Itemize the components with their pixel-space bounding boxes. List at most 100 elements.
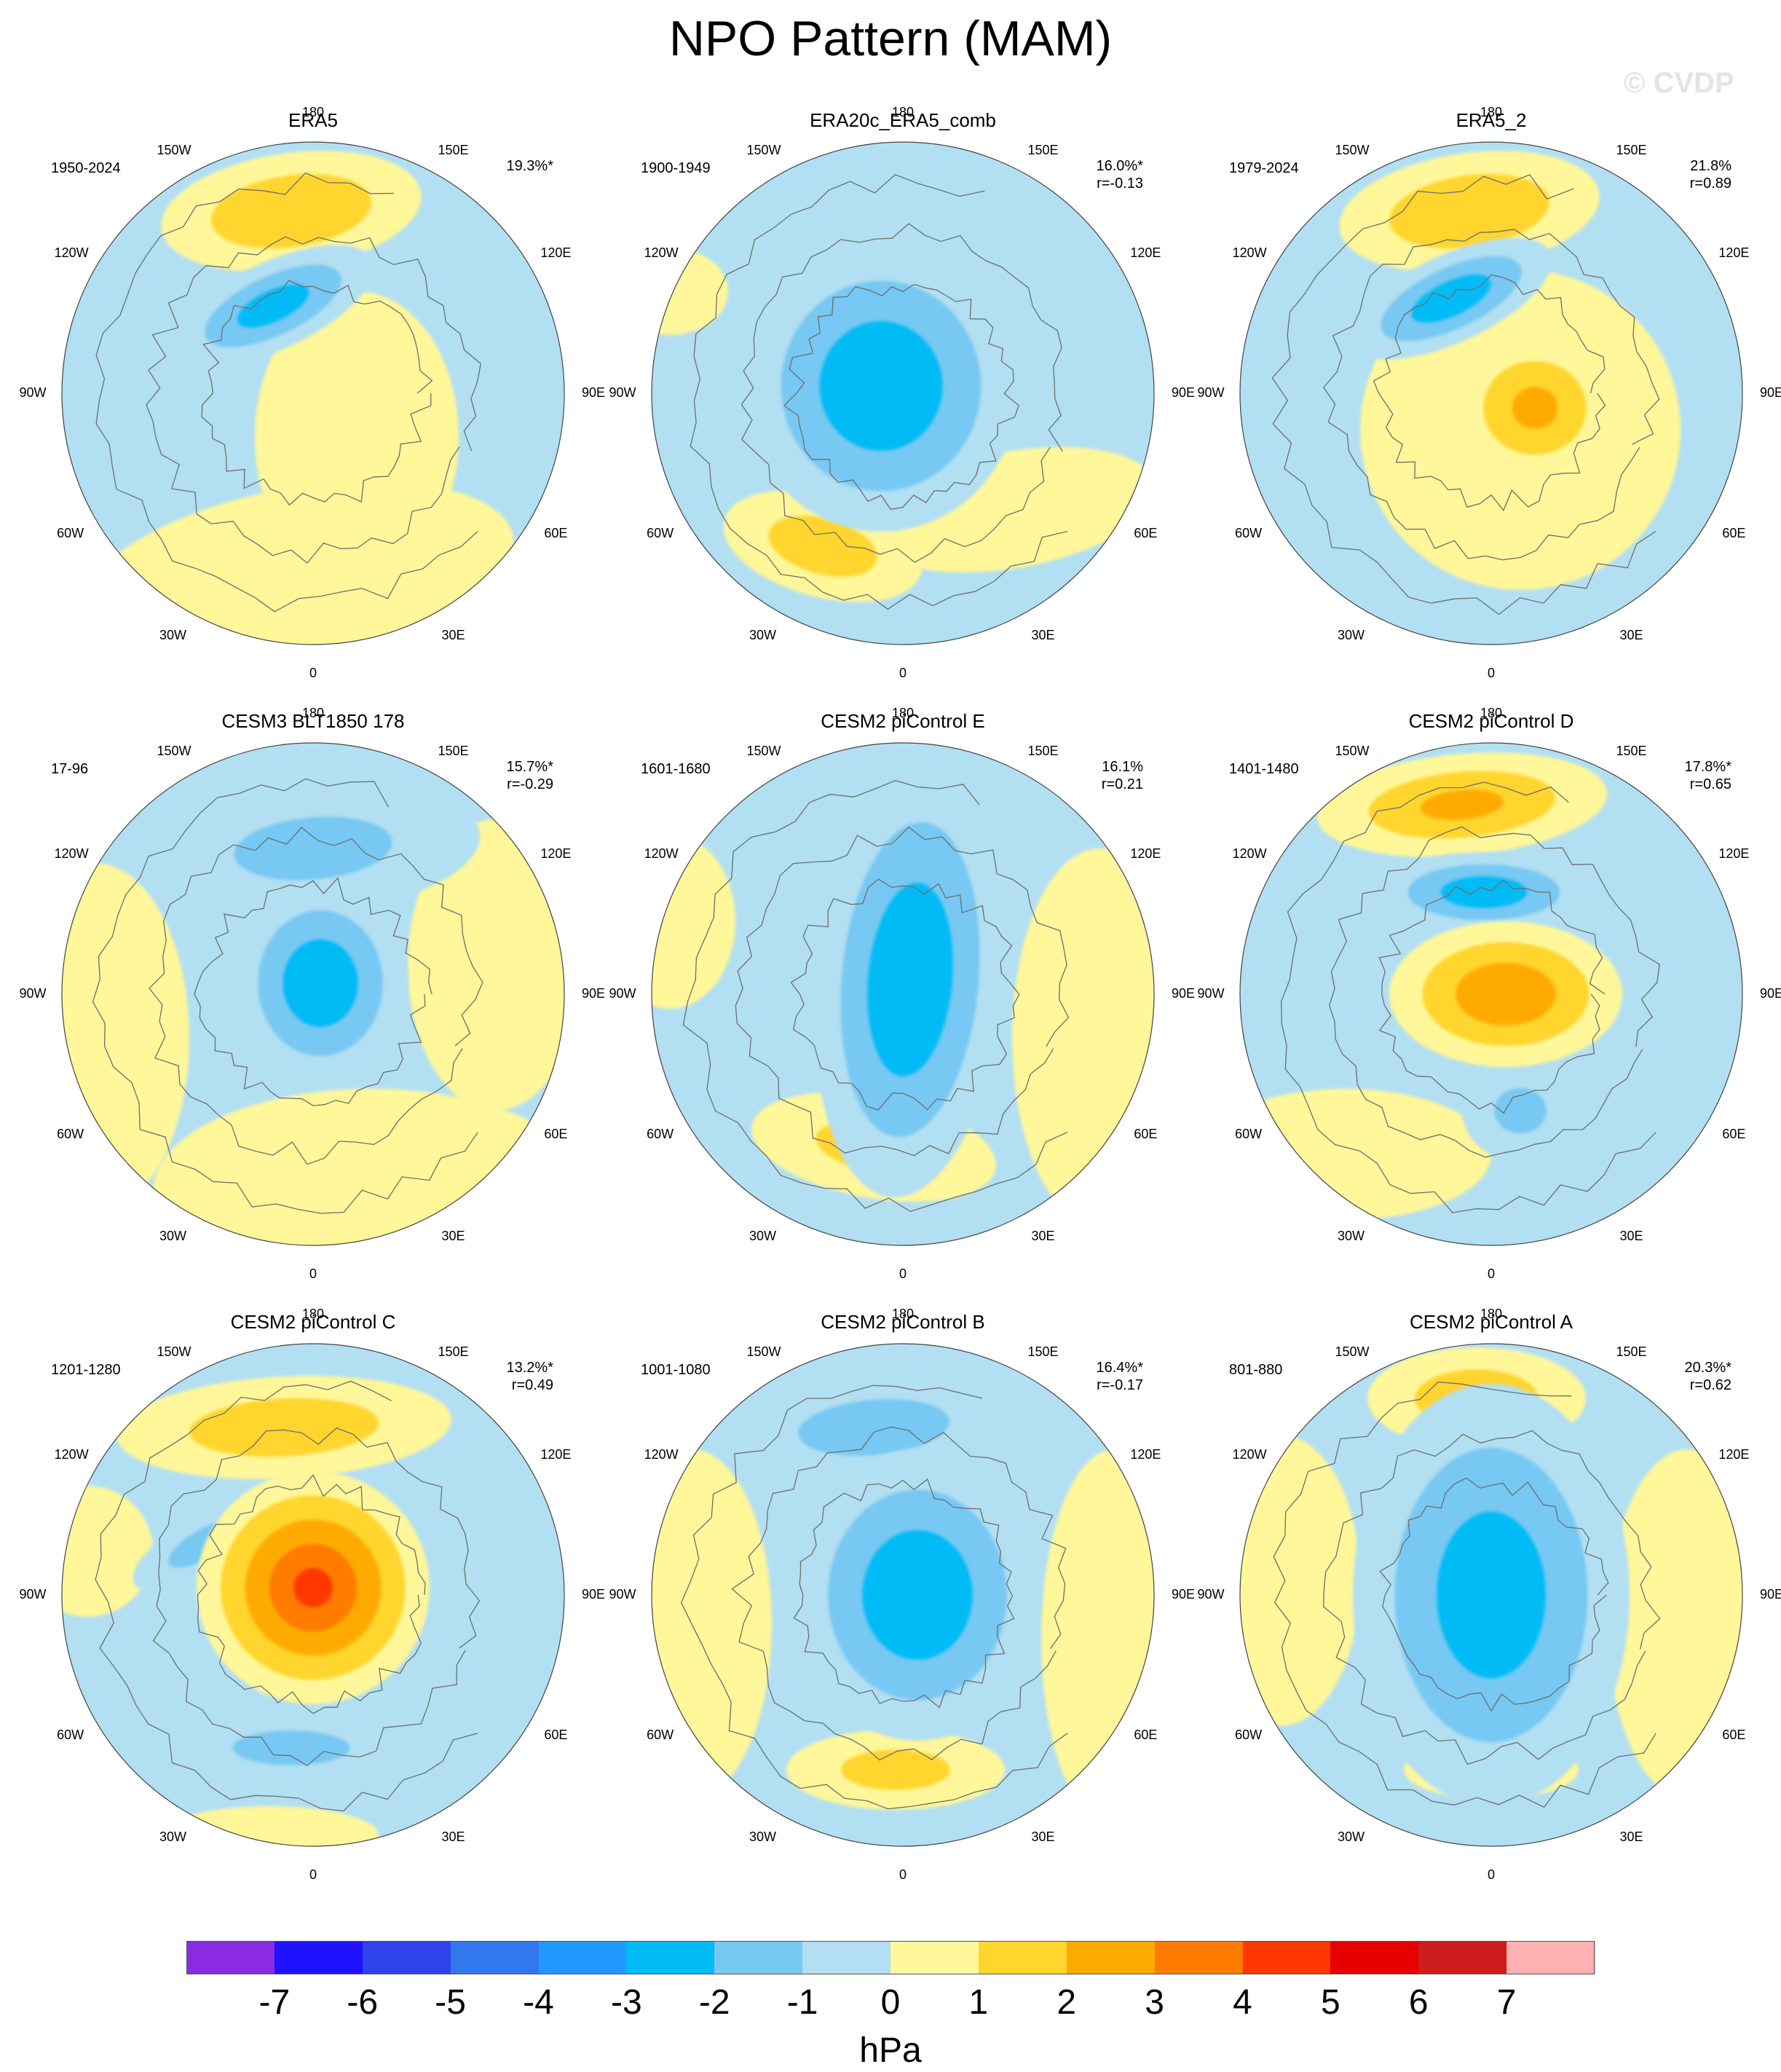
longitude-label: 30W bbox=[1337, 1229, 1365, 1244]
contour-level bbox=[867, 883, 953, 1076]
map-border bbox=[651, 742, 1155, 1246]
longitude-label: 150E bbox=[1616, 1344, 1647, 1359]
pct-explained: 20.3%* bbox=[1684, 1360, 1732, 1376]
longitude-label: 150E bbox=[438, 1344, 469, 1359]
longitude-label: 30W bbox=[159, 1229, 186, 1244]
contour-level bbox=[1240, 1435, 1360, 1726]
contour-level bbox=[1456, 963, 1556, 1025]
colorbar-tick-label: -1 bbox=[786, 1983, 818, 2022]
panel-period: 1001-1080 bbox=[641, 1362, 711, 1378]
panel-period: 1979-2024 bbox=[1229, 160, 1299, 176]
contour-level bbox=[234, 816, 392, 881]
longitude-label: 30E bbox=[441, 628, 465, 643]
polar-map bbox=[651, 1343, 1155, 1847]
panel-title: CESM2 piControl D bbox=[1408, 710, 1574, 732]
longitude-label: 90E bbox=[581, 1587, 606, 1602]
contour-level bbox=[408, 819, 564, 1111]
contour-level bbox=[1494, 1087, 1547, 1134]
panel-title: CESM2 piControl A bbox=[1410, 1311, 1573, 1333]
longitude-label: 60E bbox=[1134, 1126, 1158, 1141]
longitude-label: 60W bbox=[1235, 525, 1263, 540]
contour-level bbox=[1411, 275, 1491, 323]
longitude-label: 30W bbox=[749, 1229, 776, 1244]
longitude-label: 30E bbox=[1619, 1829, 1643, 1845]
map-border bbox=[651, 1343, 1155, 1847]
longitude-label: 30E bbox=[1031, 628, 1055, 643]
panel-title: CESM2 piControl E bbox=[821, 710, 985, 732]
panel-stats: 21.8% r=0.89 bbox=[1690, 157, 1731, 192]
longitude-label: 90W bbox=[1197, 986, 1225, 1001]
coastlines bbox=[690, 174, 1068, 610]
panel-stats: 17.8%* r=0.65 bbox=[1685, 758, 1732, 793]
map-panel: CESM3 BLT1850 178 17-96 15.7%* r=-0.29 180 15… bbox=[19, 703, 605, 1285]
longitude-label: 60W bbox=[647, 1126, 674, 1141]
colorbar-swatch bbox=[802, 1941, 891, 1974]
longitude-label: 180 bbox=[891, 1307, 915, 1321]
contour-level bbox=[62, 1486, 153, 1617]
map-border bbox=[1239, 1343, 1743, 1847]
longitude-label: 120W bbox=[1232, 846, 1267, 861]
longitude-label: 60E bbox=[1722, 1126, 1746, 1141]
longitude-label: 30E bbox=[1619, 1229, 1643, 1244]
colorbar-tick-label: 5 bbox=[1321, 1983, 1340, 2022]
colorbar-swatch bbox=[714, 1941, 803, 1974]
polar-map bbox=[651, 141, 1155, 645]
panel-title: ERA20c_ERA5_comb bbox=[810, 109, 996, 131]
contour-level bbox=[62, 863, 189, 1213]
colorbar-swatch bbox=[1154, 1941, 1243, 1974]
longitude-label: 150W bbox=[157, 743, 191, 758]
longitude-label: 150W bbox=[1335, 743, 1370, 758]
longitude-label: 120E bbox=[540, 1446, 572, 1462]
longitude-label: 150W bbox=[157, 1344, 191, 1359]
pattern-correlation: r=-0.13 bbox=[1097, 176, 1143, 192]
longitude-label: 150W bbox=[746, 1344, 781, 1359]
colorbar-swatch bbox=[1330, 1941, 1419, 1974]
contour-level bbox=[160, 1806, 379, 1846]
longitude-label: 120E bbox=[1130, 245, 1161, 260]
longitude-label: 30W bbox=[159, 1829, 186, 1845]
colorbar-tick-label: 1 bbox=[968, 1983, 989, 2022]
longitude-label: 120E bbox=[1130, 1446, 1161, 1462]
pattern-correlation: r=-0.29 bbox=[507, 776, 553, 792]
contour-level bbox=[1421, 789, 1504, 820]
panel-period: 801-880 bbox=[1229, 1362, 1283, 1378]
longitude-label: 150W bbox=[746, 743, 781, 758]
longitude-label: 90E bbox=[1759, 1587, 1781, 1602]
coastlines bbox=[1280, 781, 1660, 1213]
longitude-label: 0 bbox=[309, 1267, 317, 1281]
longitude-label: 150E bbox=[438, 743, 469, 758]
contour-level bbox=[819, 321, 943, 451]
contour-level bbox=[189, 1398, 379, 1457]
contour-level bbox=[153, 1089, 564, 1245]
longitude-label: 150E bbox=[1616, 142, 1647, 157]
longitude-label: 90E bbox=[1759, 986, 1781, 1001]
longitude-label: 90W bbox=[19, 1587, 47, 1602]
longitude-label: 120W bbox=[644, 846, 679, 861]
pattern-correlation: r=0.21 bbox=[1101, 776, 1143, 792]
polar-map bbox=[1239, 742, 1743, 1246]
panel-stats: 13.2%* r=0.49 bbox=[507, 1359, 554, 1394]
longitude-label: 90E bbox=[581, 986, 606, 1001]
panel-stats: 20.3%* r=0.62 bbox=[1685, 1359, 1732, 1394]
colorbar-frame bbox=[186, 1941, 1595, 1974]
panel-stats: 16.1% r=0.21 bbox=[1102, 758, 1143, 793]
pattern-correlation: r=0.62 bbox=[1689, 1377, 1731, 1393]
pct-explained: 15.7%* bbox=[506, 759, 554, 775]
colorbar-units: hPa bbox=[859, 2031, 922, 2070]
pct-explained: 19.3%* bbox=[506, 158, 554, 174]
longitude-label: 180 bbox=[891, 105, 915, 119]
colorbar-swatch bbox=[362, 1941, 451, 1974]
longitude-label: 30E bbox=[441, 1229, 465, 1244]
coastlines bbox=[95, 172, 481, 612]
longitude-label: 30W bbox=[749, 628, 776, 643]
map-panel: CESM2 piControl C 1201-1280 13.2%* r=0.49 18… bbox=[19, 1304, 605, 1886]
panel-period: 1900-1949 bbox=[641, 160, 711, 176]
longitude-label: 90W bbox=[609, 385, 636, 400]
colorbar-tick-label: 3 bbox=[1145, 1983, 1164, 2022]
contour-level bbox=[1240, 1089, 1491, 1220]
longitude-label: 90W bbox=[1197, 385, 1225, 400]
coastlines bbox=[95, 1380, 481, 1812]
panel-stats: 19.3%* bbox=[507, 157, 554, 175]
longitude-label: 90W bbox=[1197, 1587, 1225, 1602]
longitude-label: 150E bbox=[1027, 743, 1059, 758]
